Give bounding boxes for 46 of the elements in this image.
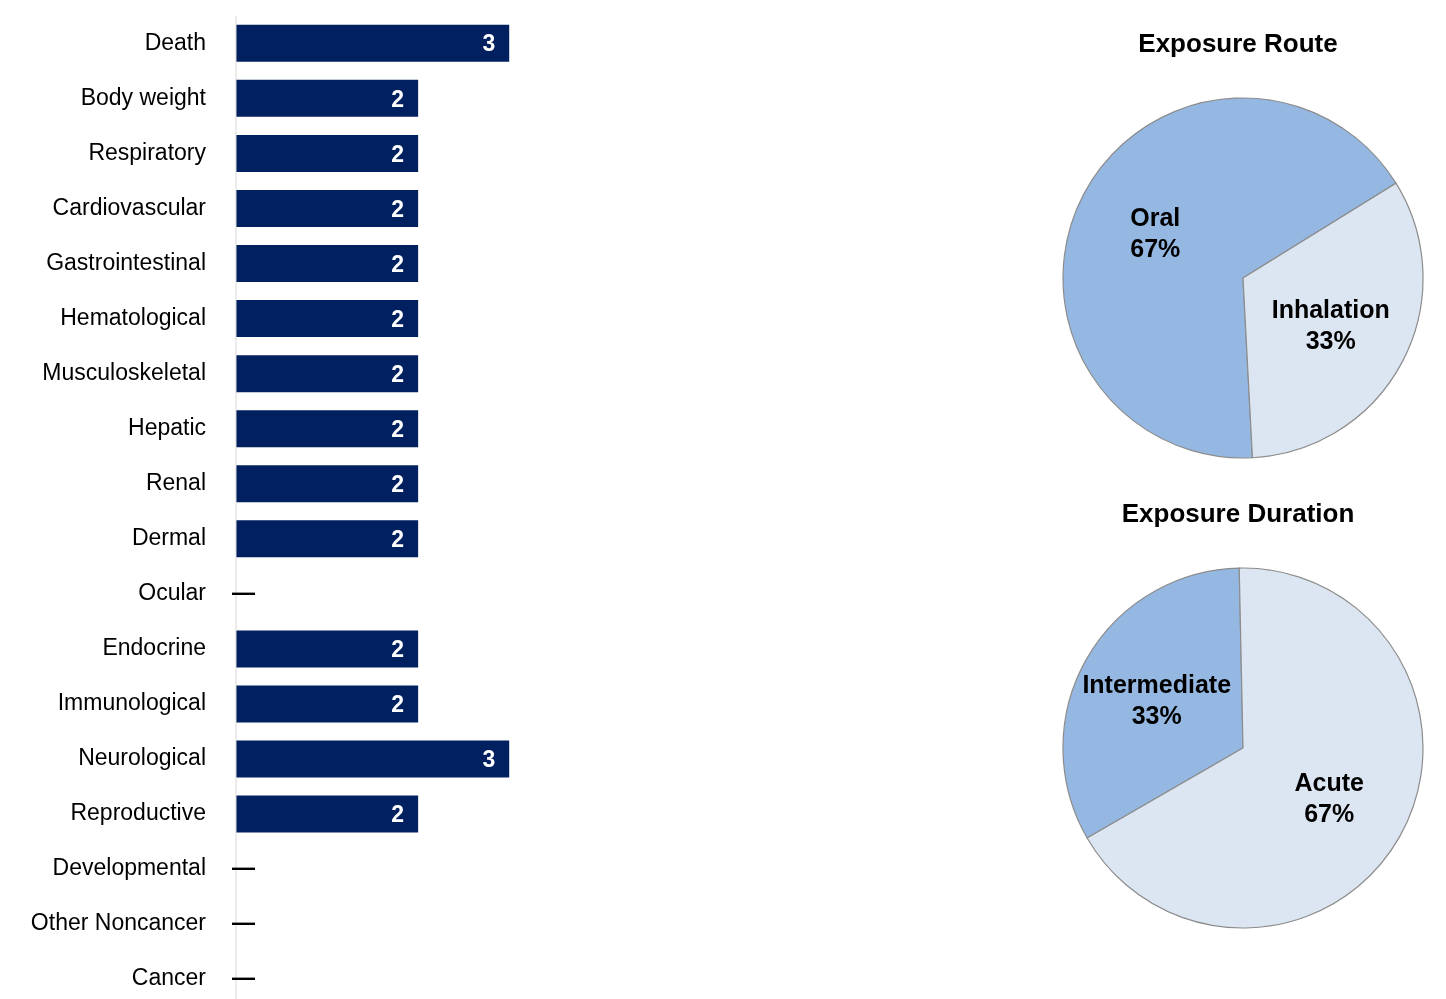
y-tick-label: Gastrointestinal bbox=[46, 248, 206, 275]
data-label: 67% bbox=[1304, 798, 1355, 827]
text: — bbox=[232, 579, 255, 606]
data-label: 2 bbox=[391, 250, 405, 277]
data-label: 2 bbox=[391, 305, 405, 332]
text: — bbox=[232, 909, 255, 936]
y-tick-label: Reproductive bbox=[70, 799, 206, 826]
y-tick-label: Neurological bbox=[78, 744, 206, 771]
y-tick-label: Hepatic bbox=[128, 413, 206, 440]
slice-label: Intermediate bbox=[1082, 670, 1232, 699]
y-tick-label: Death bbox=[144, 28, 206, 55]
y-tick-label: Immunological bbox=[57, 689, 206, 716]
data-label: 2 bbox=[391, 415, 405, 442]
data-label: 2 bbox=[391, 360, 405, 387]
y-tick-label: Developmental bbox=[52, 854, 206, 881]
y-tick-label: Hematological bbox=[60, 303, 206, 330]
chart-title: Exposure Duration bbox=[1120, 498, 1356, 529]
slice-label: Oral bbox=[1130, 203, 1181, 232]
data-label: 3 bbox=[482, 746, 496, 773]
data-label: 2 bbox=[391, 195, 405, 222]
data-label: 3 bbox=[482, 30, 496, 57]
data-label: 67% bbox=[1130, 234, 1181, 263]
y-tick-label: Cancer bbox=[131, 964, 207, 991]
data-label: 2 bbox=[391, 801, 405, 828]
data-label: 2 bbox=[391, 85, 405, 112]
y-tick-label: Ocular bbox=[138, 579, 207, 606]
y-tick-label: Other Noncancer bbox=[30, 909, 207, 936]
y-tick-label: Endocrine bbox=[102, 634, 206, 661]
y-tick-label: Body weight bbox=[80, 83, 207, 110]
data-label: 2 bbox=[391, 636, 405, 663]
y-tick-label: Dermal bbox=[131, 524, 206, 551]
y-tick-label: Musculoskeletal bbox=[42, 358, 206, 385]
slice-label: Inhalation bbox=[1271, 294, 1390, 323]
data-label: 2 bbox=[391, 691, 405, 718]
y-tick-label: Renal bbox=[145, 468, 206, 495]
text: — bbox=[232, 854, 255, 881]
data-label: 2 bbox=[391, 525, 405, 552]
y-tick-label: Cardiovascular bbox=[52, 193, 207, 220]
chart-title: Exposure Route bbox=[1137, 28, 1339, 59]
text: — bbox=[232, 964, 255, 991]
data-label: 2 bbox=[391, 140, 405, 167]
data-label: 33% bbox=[1131, 701, 1182, 730]
y-tick-label: Respiratory bbox=[88, 138, 207, 165]
data-label: 33% bbox=[1305, 325, 1356, 354]
slice-label: Acute bbox=[1294, 767, 1365, 796]
data-label: 2 bbox=[391, 470, 405, 497]
